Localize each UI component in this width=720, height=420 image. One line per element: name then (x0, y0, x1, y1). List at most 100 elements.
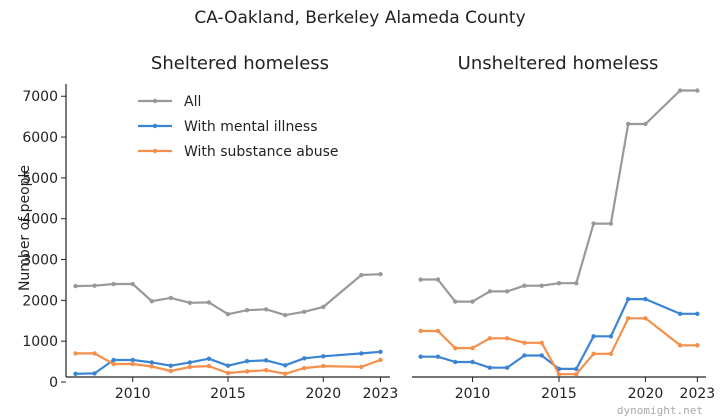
legend-marker-all (152, 98, 158, 104)
data-point-unsheltered-with-mental-illness-2020 (643, 296, 648, 302)
data-point-sheltered-with-substance-abuse-2007 (73, 351, 78, 356)
data-point-unsheltered-with-substance-abuse-2012 (504, 336, 510, 341)
series-line-sheltered-with-mental-illness (75, 350, 381, 375)
data-point-unsheltered-all-2009 (453, 299, 458, 304)
data-point-unsheltered-all-2011 (487, 289, 493, 294)
data-point-unsheltered-with-substance-abuse-2015 (556, 372, 562, 377)
data-point-unsheltered-all-2010 (470, 299, 475, 304)
data-point-sheltered-with-mental-illness-2018 (282, 363, 288, 368)
x-tick-label-sheltered-2023: 2023 (363, 386, 399, 402)
data-point-unsheltered-all-2022 (677, 88, 683, 93)
data-point-sheltered-all-2018 (282, 312, 288, 318)
data-point-unsheltered-with-mental-illness-2023 (695, 311, 700, 317)
data-point-unsheltered-with-substance-abuse-2009 (453, 345, 458, 351)
data-point-sheltered-with-substance-abuse-2008 (92, 351, 97, 356)
data-point-unsheltered-with-substance-abuse-2013 (522, 340, 527, 346)
data-point-sheltered-with-substance-abuse-2019 (302, 365, 307, 371)
x-tick-label-unsheltered-2020: 2020 (628, 386, 664, 402)
data-point-sheltered-all-2019 (302, 309, 307, 314)
series-line-unsheltered-with-substance-abuse (420, 317, 698, 376)
legend-marker-with-mental-illness (152, 123, 158, 129)
legend-marker-with-substance-abuse (152, 148, 158, 154)
data-point-sheltered-with-mental-illness-2020 (321, 354, 326, 359)
series-line-sheltered-all (75, 273, 381, 317)
data-point-sheltered-all-2022 (359, 272, 364, 278)
data-point-unsheltered-with-mental-illness-2012 (504, 365, 510, 370)
data-point-unsheltered-with-mental-illness-2009 (453, 359, 458, 365)
data-point-unsheltered-with-substance-abuse-2007 (418, 328, 423, 334)
legend-label-with-mental-illness: With mental illness (184, 119, 318, 135)
y-tick-label-4000: 4000 (22, 212, 58, 228)
data-point-sheltered-with-mental-illness-2012 (168, 363, 174, 368)
data-point-unsheltered-all-2016 (574, 281, 579, 286)
watermark: dynomight.net (617, 404, 703, 417)
data-point-unsheltered-with-mental-illness-2019 (625, 296, 631, 302)
data-point-unsheltered-with-substance-abuse-2016 (574, 372, 579, 377)
data-point-sheltered-all-2012 (168, 295, 174, 301)
data-point-unsheltered-with-substance-abuse-2014 (539, 340, 544, 346)
data-point-sheltered-all-2011 (149, 298, 154, 304)
data-point-sheltered-with-substance-abuse-2009 (111, 361, 116, 367)
legend: All With mental illness With substance abu… (138, 94, 339, 160)
data-point-unsheltered-with-substance-abuse-2022 (677, 343, 683, 348)
data-point-sheltered-with-substance-abuse-2022 (359, 364, 364, 370)
x-tick-label-unsheltered-2023: 2023 (680, 386, 716, 402)
data-point-unsheltered-all-2008 (435, 277, 441, 282)
y-tick-label-3000: 3000 (22, 253, 58, 269)
data-point-sheltered-all-2020 (321, 304, 326, 310)
data-point-unsheltered-all-2017 (591, 221, 596, 226)
data-point-unsheltered-with-mental-illness-2007 (418, 354, 423, 359)
data-point-sheltered-with-mental-illness-2010 (130, 357, 135, 363)
data-point-sheltered-with-mental-illness-2017 (263, 358, 269, 363)
data-point-unsheltered-with-mental-illness-2018 (608, 334, 614, 339)
data-point-sheltered-with-substance-abuse-2014 (206, 363, 212, 369)
data-point-unsheltered-with-mental-illness-2013 (522, 353, 527, 358)
data-point-unsheltered-with-substance-abuse-2008 (435, 328, 441, 334)
data-point-unsheltered-with-substance-abuse-2011 (487, 336, 493, 341)
x-tick-label-sheltered-2015: 2015 (210, 386, 246, 402)
data-point-sheltered-with-substance-abuse-2018 (282, 371, 288, 377)
legend-label-all: All (184, 94, 201, 110)
data-point-unsheltered-all-2015 (556, 281, 562, 286)
panel-title-sheltered: Sheltered homeless (151, 53, 329, 74)
data-point-unsheltered-with-mental-illness-2011 (487, 365, 493, 370)
data-point-sheltered-with-mental-illness-2011 (149, 360, 154, 365)
data-point-unsheltered-with-mental-illness-2014 (539, 353, 544, 358)
data-point-unsheltered-with-substance-abuse-2023 (695, 343, 700, 348)
y-tick-label-5000: 5000 (22, 171, 58, 187)
data-point-sheltered-all-2016 (244, 307, 250, 313)
panel-title-unsheltered: Unsheltered homeless (458, 53, 659, 74)
data-point-unsheltered-with-mental-illness-2010 (470, 359, 475, 365)
data-point-unsheltered-with-substance-abuse-2017 (591, 351, 596, 357)
data-point-sheltered-with-mental-illness-2019 (302, 356, 307, 361)
data-point-sheltered-all-2010 (130, 281, 135, 287)
y-tick-label-1000: 1000 (22, 334, 58, 350)
data-point-unsheltered-with-mental-illness-2017 (591, 334, 596, 339)
data-point-sheltered-with-substance-abuse-2020 (321, 363, 326, 369)
data-point-unsheltered-all-2012 (504, 289, 510, 294)
data-point-sheltered-with-mental-illness-2023 (378, 349, 383, 354)
series-line-unsheltered-with-mental-illness (420, 298, 698, 370)
y-tick-label-0: 0 (49, 375, 58, 391)
y-axis-label: Number of people (17, 165, 33, 291)
data-point-unsheltered-all-2014 (539, 283, 544, 288)
data-point-unsheltered-all-2007 (418, 277, 423, 282)
series-line-unsheltered-all (420, 89, 698, 303)
data-point-sheltered-all-2017 (263, 307, 269, 312)
data-point-sheltered-all-2014 (206, 300, 212, 305)
data-point-unsheltered-with-substance-abuse-2020 (643, 316, 648, 321)
data-point-sheltered-with-substance-abuse-2017 (263, 367, 269, 373)
y-tick-label-2000: 2000 (22, 293, 58, 309)
data-point-sheltered-with-substance-abuse-2010 (130, 361, 135, 367)
data-point-sheltered-with-substance-abuse-2015 (225, 370, 231, 376)
data-point-sheltered-with-mental-illness-2008 (92, 371, 97, 376)
data-point-sheltered-with-mental-illness-2007 (73, 371, 78, 377)
x-tick-label-sheltered-2010: 2010 (115, 386, 151, 402)
y-tick-label-7000: 7000 (22, 89, 58, 105)
chart-suptitle: CA-Oakland, Berkeley Alameda County (194, 8, 525, 28)
data-point-sheltered-with-substance-abuse-2011 (149, 364, 154, 369)
data-point-sheltered-with-mental-illness-2016 (244, 358, 250, 364)
data-point-sheltered-all-2013 (187, 300, 193, 306)
data-point-sheltered-all-2015 (225, 312, 231, 317)
